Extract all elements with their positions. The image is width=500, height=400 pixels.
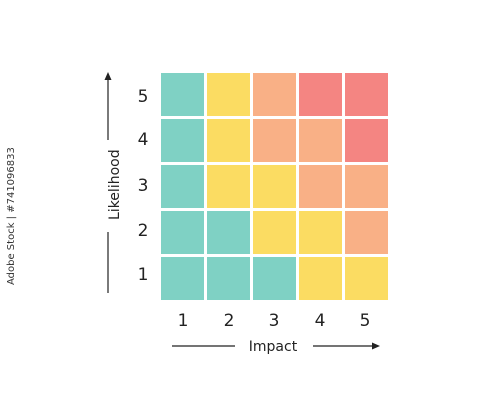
- matrix-cell-l1-i4: [299, 257, 342, 300]
- matrix-cell-l2-i3: [253, 211, 296, 254]
- x-tick-2: 2: [223, 311, 235, 331]
- x-axis-arrow: [172, 342, 380, 350]
- y-axis-arrow: [104, 72, 112, 293]
- matrix-cell-l2-i5: [345, 211, 388, 254]
- matrix-cell-l1-i5: [345, 257, 388, 300]
- x-tick-4: 4: [314, 311, 326, 331]
- x-tick-1: 1: [177, 311, 189, 331]
- matrix-cell-l3-i2: [207, 165, 250, 208]
- y-tick-4: 4: [137, 130, 149, 150]
- x-axis-label: Impact: [248, 339, 298, 355]
- matrix-cell-l1-i2: [207, 257, 250, 300]
- y-tick-5: 5: [137, 87, 149, 107]
- matrix-cell-l4-i1: [161, 119, 204, 162]
- matrix-cell-l2-i2: [207, 211, 250, 254]
- matrix-cell-l3-i1: [161, 165, 204, 208]
- matrix-cell-l4-i4: [299, 119, 342, 162]
- matrix-cell-l5-i3: [253, 73, 296, 116]
- matrix-cell-l5-i5: [345, 73, 388, 116]
- matrix-cell-l2-i4: [299, 211, 342, 254]
- y-tick-1: 1: [137, 265, 149, 285]
- matrix-cell-l5-i1: [161, 73, 204, 116]
- matrix-cell-l3-i5: [345, 165, 388, 208]
- x-tick-3: 3: [268, 311, 280, 331]
- matrix-cell-l4-i3: [253, 119, 296, 162]
- x-tick-5: 5: [359, 311, 371, 331]
- matrix-cell-l1-i3: [253, 257, 296, 300]
- stock-watermark: Adobe Stock | #741096833: [6, 147, 17, 285]
- matrix-cell-l3-i4: [299, 165, 342, 208]
- y-tick-3: 3: [137, 176, 149, 196]
- y-tick-2: 2: [137, 221, 149, 241]
- matrix-cell-l2-i1: [161, 211, 204, 254]
- risk-matrix-grid: [160, 72, 390, 300]
- matrix-cell-l3-i3: [253, 165, 296, 208]
- matrix-cell-l4-i2: [207, 119, 250, 162]
- matrix-cell-l4-i5: [345, 119, 388, 162]
- matrix-cell-l1-i1: [161, 257, 204, 300]
- matrix-cell-l5-i2: [207, 73, 250, 116]
- matrix-cell-l5-i4: [299, 73, 342, 116]
